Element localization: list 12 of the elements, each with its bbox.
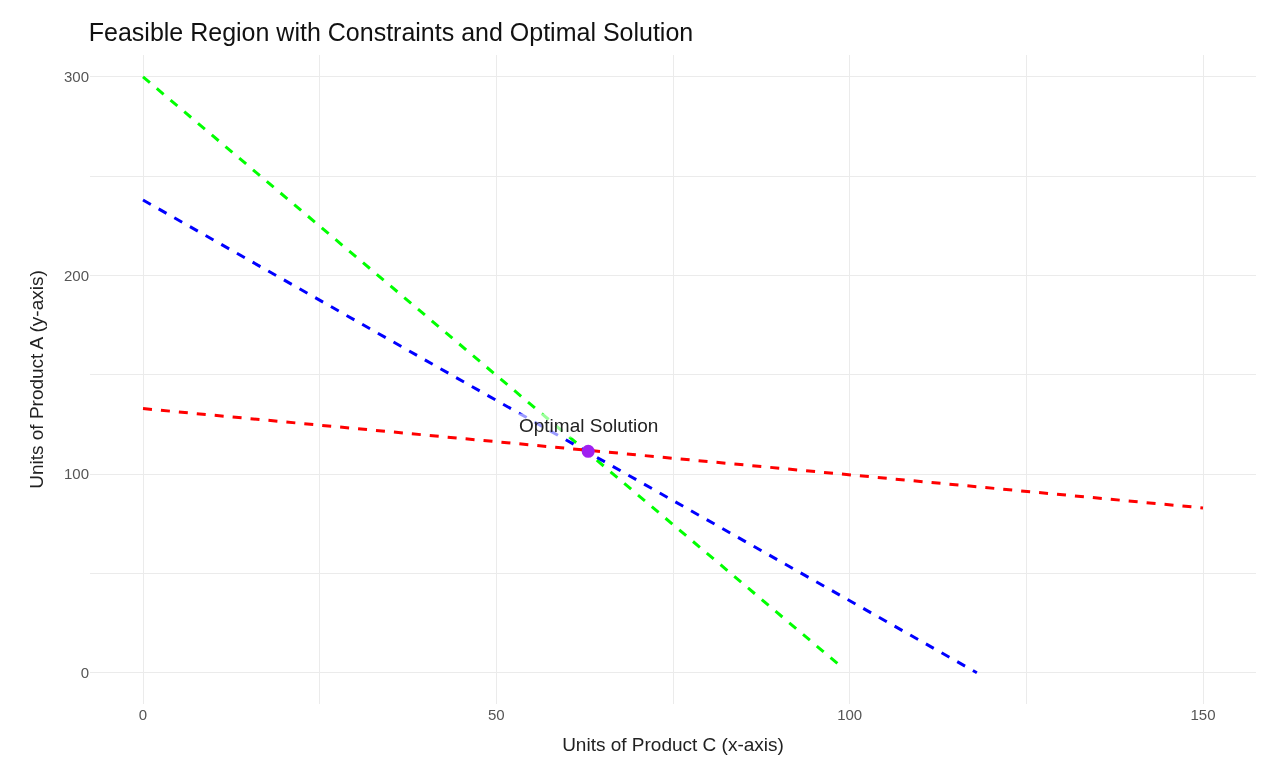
y-tick-label: 300 [63,68,89,86]
y-tick-label: 0 [80,664,89,682]
x-axis-title: Units of Product C (x-axis) [562,733,784,755]
annotation: Optimal Solution [519,415,659,436]
chart-title: Feasible Region with Constraints and Optimal Solution [88,17,694,46]
x-tick-label: 100 [837,706,863,723]
x-tick-label: 0 [138,706,148,723]
x-tick-label: 150 [1190,706,1216,723]
y-tick-label: 100 [63,465,89,483]
y-axis-title: Units of Product A (y-axis) [25,270,47,489]
y-tick-label: 200 [63,266,89,284]
x-tick-label: 50 [487,706,505,723]
